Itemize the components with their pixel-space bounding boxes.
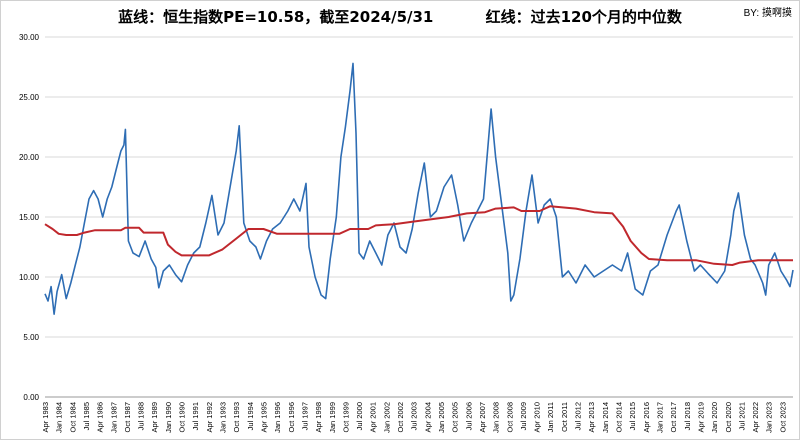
- x-tick-label: Jan 1993: [219, 402, 228, 433]
- x-tick-label: Jan 2005: [437, 402, 446, 433]
- x-tick-label: Apr 2022: [751, 402, 760, 432]
- x-tick-label: Jul 2018: [683, 402, 692, 430]
- x-tick-label: Oct 2002: [396, 402, 405, 432]
- x-tick-label: Apr 2001: [369, 402, 378, 432]
- x-tick-label: Jul 1985: [82, 402, 91, 430]
- x-tick-label: Apr 1995: [259, 402, 268, 432]
- x-tick-label: Jan 2020: [710, 402, 719, 433]
- x-tick-label: Oct 1987: [123, 402, 132, 432]
- x-tick-label: Oct 1999: [341, 402, 350, 432]
- series-line-pe: [44, 62, 794, 315]
- x-tick-label: Jan 1987: [109, 402, 118, 433]
- x-tick-label: Apr 2010: [533, 402, 542, 432]
- x-tick-label: Apr 1983: [41, 402, 50, 432]
- x-tick-label: Jul 2006: [464, 402, 473, 430]
- x-tick-label: Apr 2013: [587, 402, 596, 432]
- y-tick-label: 10.00: [19, 273, 40, 282]
- x-tick-label: Jul 2021: [737, 402, 746, 430]
- series-line-median: [44, 205, 793, 266]
- x-tick-label: Oct 1993: [232, 402, 241, 432]
- x-tick-label: Jan 1990: [164, 402, 173, 433]
- x-tick-label: Jan 2023: [765, 402, 774, 433]
- x-tick-label: Oct 2017: [669, 402, 678, 432]
- y-tick-label: 25.00: [19, 93, 40, 102]
- y-axis: 0.00 5.00 10.00 15.00 20.00 25.00 30.00: [19, 33, 40, 402]
- y-tick-label: 30.00: [19, 33, 40, 42]
- x-tick-label: Apr 1992: [205, 402, 214, 432]
- x-tick-label: Jan 1984: [55, 402, 64, 433]
- x-tick-label: Oct 1990: [178, 402, 187, 432]
- x-tick-label: Jan 2011: [546, 402, 555, 432]
- x-tick-label: Jul 1991: [191, 402, 200, 430]
- plot-area: [44, 62, 794, 315]
- x-tick-label: Apr 1989: [150, 402, 159, 432]
- x-tick-label: Jul 1994: [246, 402, 255, 430]
- x-tick-label: Jul 2012: [574, 402, 583, 430]
- x-tick-label: Apr 2019: [696, 402, 705, 432]
- x-tick-label: Jul 2015: [628, 402, 637, 430]
- x-tick-label: Oct 2005: [451, 402, 460, 432]
- x-tick-label: Oct 2020: [724, 402, 733, 432]
- x-tick-label: Oct 2008: [505, 402, 514, 432]
- x-tick-label: Oct 2014: [615, 402, 624, 432]
- x-tick-label: Apr 2004: [423, 402, 432, 432]
- x-tick-label: Jul 2003: [410, 402, 419, 430]
- x-tick-label: Jul 2009: [519, 402, 528, 430]
- x-tick-label: Apr 1986: [96, 402, 105, 432]
- x-tick-label: Jan 2002: [382, 402, 391, 433]
- x-tick-label: Oct 2011: [560, 402, 569, 432]
- x-tick-label: Jan 2017: [655, 402, 664, 433]
- chart-title: 蓝线：恒生指数PE=10.58，截至2024/5/31 红线：过去120个月的中…: [118, 8, 682, 26]
- credit-label: BY: 摸啊摸: [743, 8, 792, 19]
- x-tick-label: Jul 1988: [137, 402, 146, 430]
- x-tick-label: Jan 1999: [328, 402, 337, 433]
- x-tick-label: Jul 2000: [355, 402, 364, 430]
- x-tick-label: Jul 1997: [300, 402, 309, 430]
- x-tick-label: Oct 1996: [287, 402, 296, 432]
- x-axis: Apr 1983 Jan 1984 Oct 1984 Jul 1985 Apr 1986…: [41, 402, 787, 433]
- x-tick-label: Apr 2016: [642, 402, 651, 432]
- y-tick-label: 15.00: [19, 213, 40, 222]
- y-tick-label: 5.00: [23, 333, 39, 342]
- y-tick-label: 0.00: [23, 393, 39, 402]
- x-tick-label: Jan 1996: [273, 402, 282, 433]
- x-tick-label: Apr 2007: [478, 402, 487, 432]
- x-tick-label: Oct 1984: [68, 402, 77, 432]
- x-tick-label: Apr 1998: [314, 402, 323, 432]
- x-tick-label: Oct 2023: [778, 402, 787, 432]
- x-tick-label: Jan 2014: [601, 402, 610, 433]
- x-tick-label: Jan 2008: [492, 402, 501, 433]
- gridlines: [45, 36, 793, 398]
- y-tick-label: 20.00: [19, 153, 40, 162]
